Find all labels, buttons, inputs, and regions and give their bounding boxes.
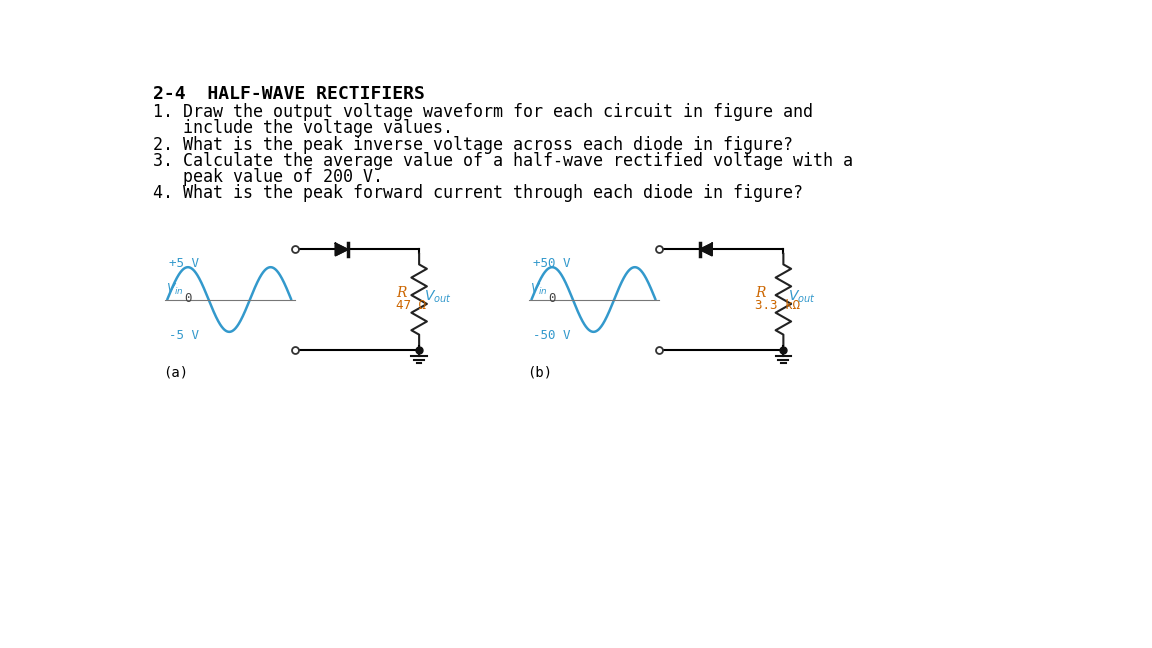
Text: 0: 0: [184, 292, 191, 305]
Polygon shape: [699, 243, 712, 255]
Text: +5 V: +5 V: [169, 257, 199, 270]
Text: $V_{in}$: $V_{in}$: [530, 282, 548, 297]
Text: 1. Draw the output voltage waveform for each circuit in figure and: 1. Draw the output voltage waveform for …: [153, 103, 813, 121]
Text: $V_{out}$: $V_{out}$: [788, 289, 816, 305]
Text: peak value of 200 V.: peak value of 200 V.: [153, 168, 384, 186]
Text: 0: 0: [548, 292, 556, 305]
Text: 2-4  HALF-WAVE RECTIFIERS: 2-4 HALF-WAVE RECTIFIERS: [153, 86, 425, 104]
Text: 47 Ω: 47 Ω: [396, 299, 426, 312]
Text: include the voltage values.: include the voltage values.: [153, 119, 453, 137]
Text: 4. What is the peak forward current through each diode in figure?: 4. What is the peak forward current thro…: [153, 184, 803, 202]
Text: -5 V: -5 V: [169, 329, 199, 342]
Text: R: R: [756, 286, 766, 301]
Text: R: R: [396, 286, 407, 301]
Text: 3. Calculate the average value of a half-wave rectified voltage with a: 3. Calculate the average value of a half…: [153, 152, 854, 170]
Text: (b): (b): [528, 365, 553, 380]
Text: 3.3 kΩ: 3.3 kΩ: [756, 299, 801, 312]
Text: $V_{out}$: $V_{out}$: [424, 289, 452, 305]
Text: 2. What is the peak inverse voltage across each diode in figure?: 2. What is the peak inverse voltage acro…: [153, 135, 794, 154]
Text: -50 V: -50 V: [533, 329, 570, 342]
Text: $V_{in}$: $V_{in}$: [166, 282, 183, 297]
Text: +50 V: +50 V: [533, 257, 570, 270]
Polygon shape: [335, 243, 348, 255]
Text: (a): (a): [164, 365, 189, 380]
